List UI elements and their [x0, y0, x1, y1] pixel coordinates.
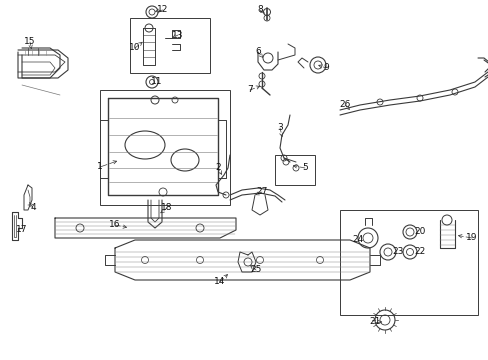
Text: 17: 17: [16, 225, 28, 234]
Text: 21: 21: [368, 318, 380, 327]
Text: 26: 26: [339, 100, 350, 109]
Text: 15: 15: [24, 37, 36, 46]
Text: 4: 4: [30, 203, 36, 212]
Bar: [274, 155, 314, 185]
Text: 10: 10: [129, 44, 141, 53]
Text: 14: 14: [214, 278, 225, 287]
Text: 13: 13: [172, 31, 183, 40]
Text: 16: 16: [109, 220, 121, 230]
Text: 8: 8: [257, 5, 263, 14]
Bar: [130, 18, 209, 73]
Text: 19: 19: [465, 234, 477, 243]
Text: 12: 12: [157, 5, 168, 14]
Text: 18: 18: [161, 203, 172, 212]
Bar: [100, 90, 229, 205]
Text: 7: 7: [246, 85, 252, 94]
Text: 11: 11: [151, 77, 163, 86]
Text: 3: 3: [277, 123, 282, 132]
Text: 22: 22: [413, 248, 425, 256]
Text: 2: 2: [215, 163, 221, 172]
Text: 23: 23: [391, 248, 403, 256]
Text: 20: 20: [413, 228, 425, 237]
Text: 5: 5: [302, 163, 307, 172]
Text: 25: 25: [250, 265, 261, 274]
Text: 27: 27: [256, 188, 267, 197]
Bar: [339, 210, 477, 315]
Text: 9: 9: [323, 63, 328, 72]
Text: 24: 24: [352, 235, 363, 244]
Text: 6: 6: [255, 48, 260, 57]
Text: 1: 1: [97, 162, 102, 171]
